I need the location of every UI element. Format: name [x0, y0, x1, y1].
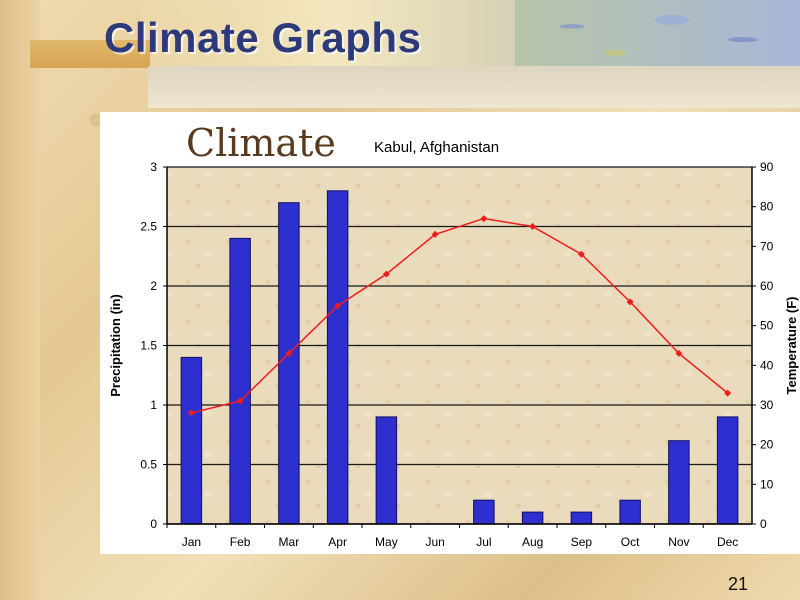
chart-subtitle: Kabul, Afghanistan [374, 139, 499, 156]
x-tick-label: Aug [522, 535, 543, 549]
precipitation-bar [521, 511, 544, 525]
y-tick-label: 1.5 [140, 339, 157, 353]
precipitation-bar [619, 499, 641, 525]
y-tick-label: 2 [150, 279, 157, 293]
x-tick-label: Nov [668, 535, 689, 549]
page-number: 21 [728, 574, 749, 594]
x-tick-label: May [375, 535, 398, 549]
y2-tick-label: 30 [760, 398, 774, 412]
x-tick-label: Mar [279, 535, 300, 549]
x-tick-label: Dec [717, 535, 738, 549]
precipitation-bar [570, 511, 593, 525]
y2-tick-label: 70 [760, 239, 774, 253]
temperature-point [675, 349, 683, 357]
title-accent-band [30, 40, 150, 68]
chart-title: Climate [186, 121, 336, 165]
y-axis-label: Precipitation (in) [108, 294, 123, 397]
y2-tick-label: 90 [760, 160, 774, 174]
temperature-point [431, 230, 439, 238]
temperature-point [626, 298, 634, 306]
y2-tick-label: 60 [760, 279, 774, 293]
x-tick-label: Apr [328, 535, 347, 549]
x-tick-label: Feb [230, 535, 251, 549]
x-tick-label: Jan [182, 535, 201, 549]
x-tick-label: Oct [621, 535, 640, 549]
temperature-point [480, 215, 488, 223]
temperature-point [187, 409, 195, 417]
y-tick-label: 3 [150, 160, 157, 174]
precipitation-bar [375, 416, 398, 525]
y2-tick-label: 80 [760, 200, 774, 214]
climate-chart: 0 0.5 1 1.5 2 2.5 3 0 10 20 30 40 50 60 70 80 90 Jan Feb Ma… [100, 112, 800, 554]
slide-title: Climate Graphs [104, 14, 422, 61]
precipitation-bar [326, 190, 349, 525]
x-tick-label: Jul [476, 535, 491, 549]
y2-tick-label: 40 [760, 358, 774, 372]
y-tick-label: 0 [150, 517, 157, 531]
y2-tick-label: 10 [760, 477, 774, 491]
precipitation-bar [716, 416, 739, 525]
left-decor-band [0, 0, 40, 600]
temperature-point [382, 270, 390, 278]
temperature-point [577, 250, 585, 258]
precipitation-bar [473, 499, 495, 525]
x-tick-label: Sep [571, 535, 593, 549]
header-flower-image [515, 0, 800, 66]
y-tick-label: 1 [150, 398, 157, 412]
precipitation-bar [180, 356, 203, 525]
precipitation-bar [278, 202, 300, 525]
y2-tick-label: 20 [760, 438, 774, 452]
temperature-point [334, 302, 342, 310]
y2-axis-label: Temperature (F) [784, 297, 799, 395]
precipitation-bar [668, 440, 690, 525]
temperature-point [529, 223, 537, 230]
precipitation-bars [180, 190, 739, 525]
temperature-polyline [191, 217, 729, 414]
precipitation-bar [229, 237, 251, 525]
y2-tick-label: 50 [760, 319, 774, 333]
temperature-point [236, 397, 244, 405]
y-tick-label: 2.5 [140, 220, 157, 234]
x-tick-label: Jun [425, 535, 444, 549]
y-tick-label: 0.5 [140, 458, 157, 472]
y2-tick-label: 0 [760, 517, 767, 531]
temperature-line [187, 215, 732, 417]
temperature-point [285, 349, 293, 357]
header-shadow-band [148, 66, 800, 108]
temperature-point [724, 389, 732, 397]
